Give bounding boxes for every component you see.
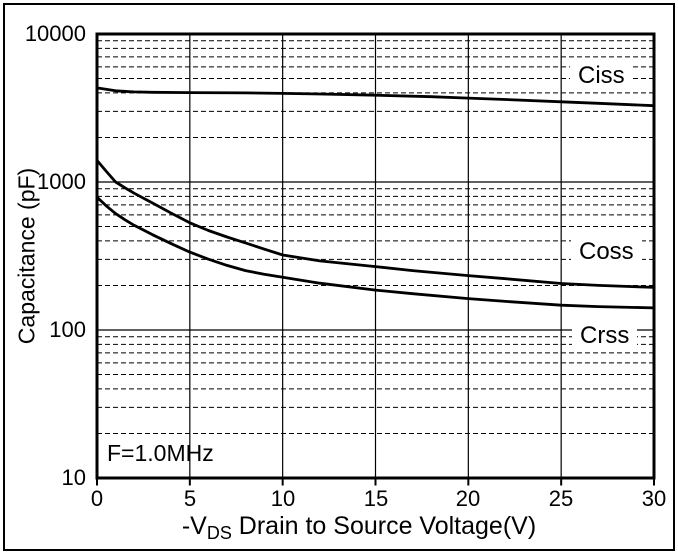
y-tick-label-10000: 10000 [24, 21, 86, 46]
x-tick-label-15: 15 [363, 486, 389, 511]
frequency-annotation: F=1.0MHz [107, 440, 214, 466]
x-tick-label-25: 25 [548, 486, 574, 511]
x-axis-title-subscript: DS [206, 523, 232, 543]
x-tick-label-5: 5 [183, 486, 197, 511]
x-axis-title-prefix: -V [181, 512, 207, 540]
x-tick-label-10: 10 [270, 486, 296, 511]
y-tick-label-1000: 1000 [37, 169, 86, 194]
curve-label-ciss: Ciss [570, 61, 633, 91]
y-tick-label-100: 100 [49, 317, 86, 342]
x-tick-label-20: 20 [455, 486, 481, 511]
curve-label-coss: Coss [571, 237, 642, 267]
x-tick-label-0: 0 [90, 486, 104, 511]
y-tick-label-10: 10 [61, 465, 86, 490]
figure-border [3, 3, 675, 551]
curve-label-crss: Crss [572, 321, 638, 351]
x-axis-title: -VDS Drain to Source Voltage(V) [40, 512, 678, 543]
x-tick-label-30: 30 [641, 486, 667, 511]
x-axis-title-rest: Drain to Source Voltage(V) [231, 512, 537, 540]
